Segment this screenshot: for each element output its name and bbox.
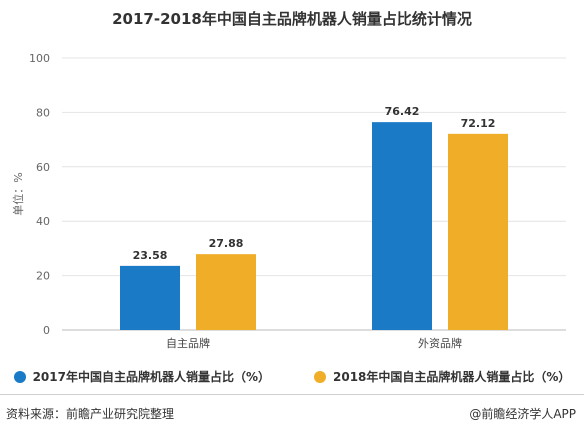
legend-item-2018: 2018年中国自主品牌机器人销量占比（%） [314, 368, 570, 385]
legend: 2017年中国自主品牌机器人销量占比（%） 2018年中国自主品牌机器人销量占比… [0, 368, 584, 385]
y-axis-label: 单位：% [11, 172, 25, 215]
y-tick-label-0: 0 [43, 324, 50, 337]
bars [120, 122, 508, 330]
bar-series0-cat1 [372, 122, 432, 330]
bar-series0-cat0 [120, 265, 180, 330]
chart-title: 2017-2018年中国自主品牌机器人销量占比统计情况 [112, 10, 472, 28]
data-label-series0-cat0: 23.58 [133, 249, 168, 262]
y-tick-label-100: 100 [29, 52, 50, 65]
data-labels: 23.58 27.88 76.42 72.12 [133, 105, 496, 262]
legend-swatch-2018 [314, 370, 326, 383]
y-tick-label-20: 20 [36, 270, 50, 283]
bar-series1-cat1 [448, 133, 508, 330]
x-tick-label-1: 外资品牌 [418, 336, 462, 350]
source-note: 资料来源：前瞻产业研究院整理 [6, 407, 175, 421]
legend-item-2017: 2017年中国自主品牌机器人销量占比（%） [13, 368, 270, 385]
x-axis-categories: 自主品牌 外资品牌 [166, 336, 462, 350]
x-tick-label-0: 自主品牌 [166, 336, 210, 350]
data-label-series1-cat0: 27.88 [209, 237, 244, 250]
bar-series1-cat0 [196, 254, 256, 330]
bar-chart: 0 20 40 60 80 100 单位：% 23.58 27.88 76.42 72.12 自… [11, 52, 566, 350]
y-tick-label-40: 40 [36, 215, 50, 228]
credit-note: @前瞻经济学人APP [469, 407, 576, 421]
legend-label-2018: 2018年中国自主品牌机器人销量占比（%） [333, 370, 571, 384]
data-label-series1-cat1: 72.12 [461, 117, 496, 130]
legend-label-2017: 2017年中国自主品牌机器人销量占比（%） [32, 370, 270, 384]
data-label-series0-cat1: 76.42 [385, 105, 420, 118]
y-axis-ticks: 0 20 40 60 80 100 [29, 52, 50, 337]
legend-swatch-2017 [13, 370, 26, 383]
y-tick-label-80: 80 [36, 106, 50, 119]
y-tick-label-60: 60 [36, 161, 50, 174]
footer: 资料来源：前瞻产业研究院整理 @前瞻经济学人APP [0, 394, 584, 429]
